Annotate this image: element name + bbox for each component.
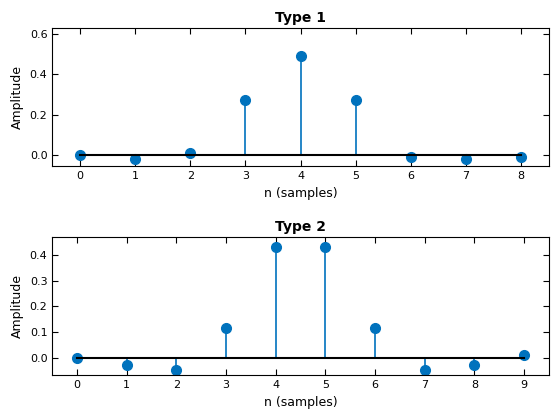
Title: Type 1: Type 1 xyxy=(275,11,326,25)
Title: Type 2: Type 2 xyxy=(275,220,326,234)
X-axis label: n (samples): n (samples) xyxy=(264,186,337,199)
X-axis label: n (samples): n (samples) xyxy=(264,396,337,409)
Y-axis label: Amplitude: Amplitude xyxy=(11,274,24,338)
Y-axis label: Amplitude: Amplitude xyxy=(11,65,24,129)
